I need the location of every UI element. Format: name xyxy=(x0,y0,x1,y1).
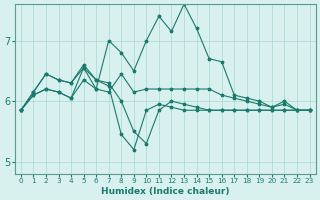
X-axis label: Humidex (Indice chaleur): Humidex (Indice chaleur) xyxy=(101,187,229,196)
